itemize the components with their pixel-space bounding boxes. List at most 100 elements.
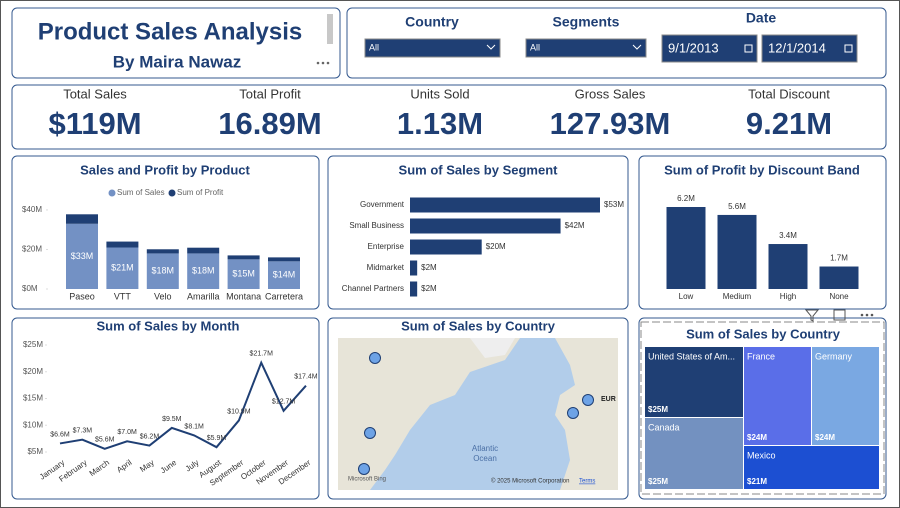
kpi-label: Total Profit <box>239 86 301 101</box>
x-tick-label: Medium <box>723 292 752 301</box>
chart-title: Sum of Sales by Segment <box>399 162 559 177</box>
data-label: $5.6M <box>95 437 115 444</box>
x-tick-label: Velo <box>154 291 172 301</box>
map-bubble[interactable] <box>567 407 579 419</box>
map-land <box>338 338 520 490</box>
treemap-tile[interactable] <box>744 347 811 445</box>
kpi-value: 9.21M <box>746 106 832 141</box>
kpi-value: 1.13M <box>397 106 483 141</box>
y-tick-label: $0M <box>22 284 38 293</box>
more-options[interactable] <box>316 61 330 65</box>
treemap-tile[interactable] <box>744 446 879 489</box>
data-label: $6.2M <box>140 433 160 440</box>
kpi-value: $119M <box>48 106 141 141</box>
map-land <box>470 338 515 358</box>
data-label: $14M <box>273 270 296 280</box>
bar <box>717 214 757 289</box>
y-tick-label: $20M <box>22 245 42 254</box>
y-tick-label: $40M <box>22 205 42 214</box>
y-tick-label: Midmarket <box>367 263 405 272</box>
data-label: $18M <box>152 266 175 276</box>
bar <box>410 239 482 255</box>
map-label: Atlantic <box>472 444 498 453</box>
bar <box>666 207 706 289</box>
treemap-tile[interactable] <box>812 347 879 445</box>
x-tick-label: Montana <box>226 291 261 301</box>
tile-value: $25M <box>648 405 668 414</box>
data-label: $7.3M <box>73 428 93 435</box>
chevron <box>486 44 496 50</box>
data-label: 3.4M <box>779 231 797 240</box>
treemap-tile[interactable] <box>645 418 743 489</box>
tile-value: $24M <box>815 433 835 442</box>
bar <box>768 244 808 289</box>
tile-label: Mexico <box>747 450 776 460</box>
data-label: 5.6M <box>728 202 746 211</box>
tile-label: United States of Am... <box>648 351 735 361</box>
bar-segment <box>187 247 220 254</box>
bar-segment <box>66 223 98 289</box>
data-label: $9.5M <box>162 416 182 423</box>
data-label: $2M <box>421 263 437 272</box>
bar-segment <box>146 249 179 254</box>
legend-label: Sum of Sales <box>117 188 165 197</box>
dropdown[interactable] <box>525 38 647 58</box>
x-tick-label: Carretera <box>265 291 303 301</box>
date-value: 9/1/2013 <box>668 40 719 55</box>
visual-header[interactable] <box>804 309 874 322</box>
map-provider: Microsoft Bing <box>348 477 386 483</box>
data-label: $7.0M <box>117 429 137 436</box>
chart-title: Sum of Sales by Country <box>401 318 556 333</box>
map-bubble[interactable] <box>582 394 594 406</box>
data-label: $17.4M <box>294 374 318 381</box>
data-label: $12.7M <box>272 399 296 406</box>
tile-label: Canada <box>648 422 680 432</box>
tile-label: France <box>747 351 775 361</box>
date-input[interactable] <box>761 34 858 63</box>
data-label: $21.7M <box>250 350 274 357</box>
scrollbar <box>327 14 333 44</box>
y-tick-label: Channel Partners <box>342 284 404 293</box>
bar <box>819 266 859 289</box>
y-tick-label: Enterprise <box>368 242 405 251</box>
dropdown-value: All <box>530 42 540 52</box>
tile-label: Germany <box>815 351 853 361</box>
map-terms: Terms <box>579 479 595 485</box>
kpi-panel <box>11 84 887 150</box>
dashboard-subtitle: By Maira Nawaz <box>113 52 242 71</box>
calendar-icon <box>844 44 853 53</box>
treemap-tile[interactable] <box>645 347 743 417</box>
map-label: Ocean <box>473 454 497 463</box>
data-label: $18M <box>192 266 215 276</box>
data-label: $53M <box>604 200 624 209</box>
data-label: $42M <box>565 221 585 230</box>
kpi-value: 127.93M <box>550 106 671 141</box>
filter-label: Date <box>746 10 777 26</box>
tile-value: $24M <box>747 433 767 442</box>
bar <box>410 260 418 276</box>
bar-segment <box>146 253 179 289</box>
dropdown[interactable] <box>364 38 501 58</box>
filter-label: Segments <box>553 14 620 30</box>
filter-label: Country <box>405 14 459 30</box>
y-tick-label: $10M <box>23 420 43 429</box>
data-label: $20M <box>486 242 506 251</box>
map-bubble[interactable] <box>369 352 381 364</box>
map-bubble[interactable] <box>364 427 376 439</box>
date-input[interactable] <box>661 34 758 63</box>
kpi-label: Total Discount <box>748 86 830 101</box>
kpi-label: Gross Sales <box>575 86 646 101</box>
y-tick-label: Small Business <box>349 221 404 230</box>
chart-title: Sum of Profit by Discount Band <box>664 162 860 177</box>
bar-segment <box>268 257 300 262</box>
data-label: $6.6M <box>50 431 70 438</box>
data-label: $15M <box>232 269 255 279</box>
kpi-label: Total Sales <box>63 86 127 101</box>
header-panel <box>11 7 341 79</box>
bar <box>410 281 418 297</box>
y-tick-label: $25M <box>23 340 43 349</box>
data-label: $21M <box>111 263 134 273</box>
data-label: $8.1M <box>184 423 204 430</box>
map-bubble[interactable] <box>358 463 370 475</box>
